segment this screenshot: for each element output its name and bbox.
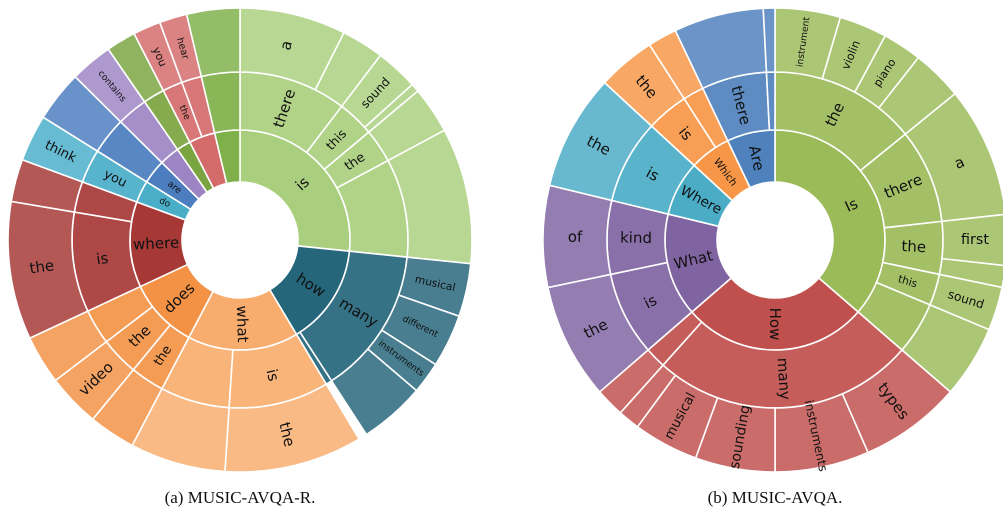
sunburst-0-label-l1: what	[233, 305, 252, 342]
sunburst-0-label-l2: is	[95, 249, 109, 268]
sunburst-1-label-l2: the	[901, 237, 926, 256]
sunburst-1-label-l2: kind	[620, 229, 652, 248]
caption-a: (a) MUSIC-AVQA-R.	[164, 488, 316, 507]
sunburst-chart-a: isthereathissoundthehowmanymusicaldiffer…	[7, 7, 473, 473]
sunburst-0-label-l1: where	[133, 234, 180, 254]
sunburst-0-segment-l3	[330, 347, 418, 436]
caption-b: (b) MUSIC-AVQA.	[707, 488, 843, 507]
sunburst-1-label-l3: first	[961, 232, 989, 248]
sunburst-0-label-l1: do	[157, 196, 172, 210]
sunburst-1-segment-l3	[904, 92, 1003, 223]
sunburst-1-segment-l3	[762, 7, 776, 74]
sunburst-0-label-l2: is	[262, 367, 282, 383]
sunburst-0-segment-l3	[185, 7, 241, 78]
sunburst-1-label-l3: of	[568, 228, 583, 246]
sunburst-0-label-l3: the	[275, 420, 298, 448]
sunburst-figure-a: is there a this sound the how many musical differ…	[0, 0, 480, 523]
sunburst-0-label-l3: the	[28, 256, 55, 277]
sunburst-figure-b: Is the instrument violin piano there a the first…	[535, 0, 1003, 523]
sunburst-1-label-l2: this	[896, 272, 919, 290]
sunburst-1-label-l1: Are	[745, 144, 768, 173]
sunburst-0-label-l3: a	[276, 39, 296, 52]
sunburst-1-label-l2: many	[773, 357, 794, 400]
sunburst-1-label-l1: How	[766, 308, 784, 341]
